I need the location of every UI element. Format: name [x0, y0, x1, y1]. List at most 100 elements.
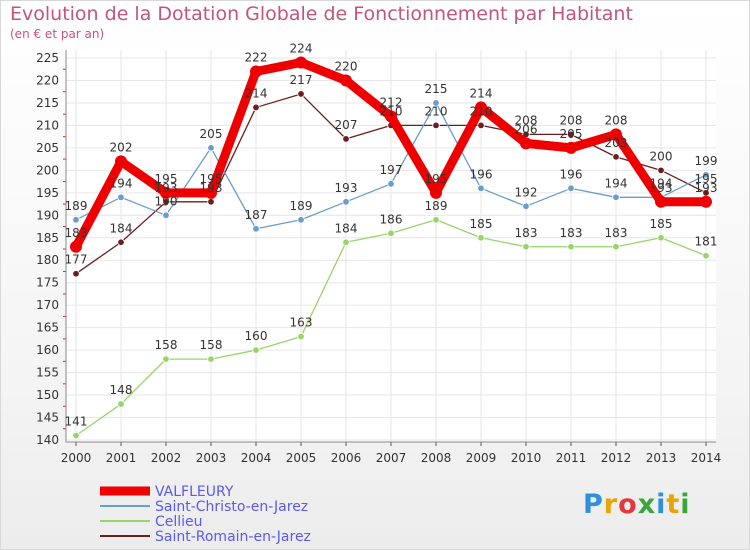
data-label: 214 [470, 86, 493, 100]
data-point [342, 238, 350, 246]
data-point [567, 184, 575, 193]
legend-label: Cellieu [155, 514, 203, 530]
x-tick-label: 2010 [511, 451, 542, 465]
data-label: 141 [65, 415, 88, 429]
data-label: 195 [200, 172, 223, 186]
chart-title: Evolution de la Dotation Globale de Fonc… [10, 3, 633, 25]
logo-letter: i [680, 489, 691, 520]
x-tick-label: 2003 [196, 451, 227, 465]
x-tick-label: 2005 [286, 451, 317, 465]
data-label: 181 [695, 235, 718, 249]
data-point [72, 216, 80, 224]
data-point [297, 216, 305, 224]
x-tick-label: 2000 [61, 451, 92, 465]
data-label: 210 [425, 104, 448, 118]
data-label: 189 [65, 199, 88, 213]
y-tick-label: 145 [36, 411, 59, 425]
data-point [387, 180, 395, 188]
logo-letter: t [666, 489, 681, 520]
data-label: 186 [380, 212, 403, 226]
data-point [252, 346, 260, 354]
data-point [385, 110, 397, 123]
data-label: 160 [245, 329, 268, 343]
y-tick-label: 225 [36, 51, 59, 65]
data-point [387, 229, 395, 237]
y-tick-label: 190 [36, 208, 59, 222]
x-tick-label: 2008 [421, 451, 452, 465]
y-tick-label: 165 [36, 321, 59, 335]
data-label: 193 [200, 181, 223, 195]
x-tick-label: 2004 [241, 451, 272, 465]
legend-label: Saint-Christo-en-Jarez [155, 499, 308, 515]
x-tick-label: 2006 [331, 451, 362, 465]
x-tick-label: 2009 [466, 451, 497, 465]
data-point [432, 216, 440, 224]
data-point [657, 234, 665, 242]
data-point [342, 198, 350, 206]
data-label: 196 [470, 167, 493, 181]
logo-letter: P [583, 489, 604, 520]
data-point [70, 240, 82, 253]
y-tick-label: 140 [36, 433, 59, 447]
data-point [207, 144, 215, 152]
data-label: 189 [425, 199, 448, 213]
data-point [207, 355, 215, 363]
data-label: 214 [245, 86, 268, 100]
data-label: 185 [650, 217, 673, 231]
data-point [115, 155, 127, 168]
x-tick-label: 2007 [376, 451, 407, 465]
data-point [610, 128, 622, 141]
data-point [702, 252, 710, 260]
y-tick-label: 150 [36, 388, 59, 402]
data-point [72, 270, 80, 278]
y-tick-label: 170 [36, 298, 59, 312]
data-point [207, 198, 215, 206]
data-label: 220 [335, 59, 358, 73]
data-label: 194 [605, 176, 628, 190]
data-label: 222 [245, 50, 268, 64]
data-point [117, 193, 125, 202]
data-point [297, 332, 305, 341]
y-tick-label: 185 [36, 231, 59, 245]
x-tick-label: 2001 [106, 451, 137, 465]
data-point [205, 186, 217, 199]
data-label: 190 [155, 194, 178, 208]
data-label: 208 [605, 113, 628, 127]
y-tick-label: 215 [36, 96, 59, 110]
data-label: 203 [605, 136, 628, 150]
data-label: 158 [155, 338, 178, 352]
logo-letter: x [637, 489, 657, 520]
data-label: 185 [470, 217, 493, 231]
data-point [565, 141, 577, 154]
data-point [430, 186, 442, 199]
data-label: 208 [515, 113, 538, 127]
data-point [432, 99, 440, 107]
logo-letter: o [618, 489, 638, 520]
data-label: 195 [695, 172, 718, 186]
data-label: 205 [560, 127, 583, 141]
data-label: 195 [155, 172, 178, 186]
data-point [252, 103, 260, 112]
data-point [117, 238, 125, 246]
data-label: 194 [650, 176, 673, 190]
data-label: 184 [335, 221, 358, 235]
data-point [160, 186, 172, 199]
data-point [655, 195, 667, 208]
data-label: 207 [335, 118, 358, 132]
data-point [612, 193, 620, 202]
data-point [250, 65, 262, 78]
y-tick-label: 175 [36, 276, 59, 290]
y-tick-label: 205 [36, 141, 59, 155]
x-tick-label: 2012 [601, 451, 632, 465]
data-label: 194 [110, 176, 133, 190]
legend-label: VALFLEURY [155, 484, 234, 500]
x-tick-label: 2013 [646, 451, 677, 465]
legend-label: Saint-Romain-en-Jarez [155, 529, 311, 545]
data-label: 184 [110, 221, 133, 235]
data-point [567, 130, 575, 139]
data-point [612, 243, 620, 251]
proxiti-logo: Proxiti [583, 489, 691, 520]
data-point [477, 121, 485, 130]
data-label: 210 [470, 104, 493, 118]
